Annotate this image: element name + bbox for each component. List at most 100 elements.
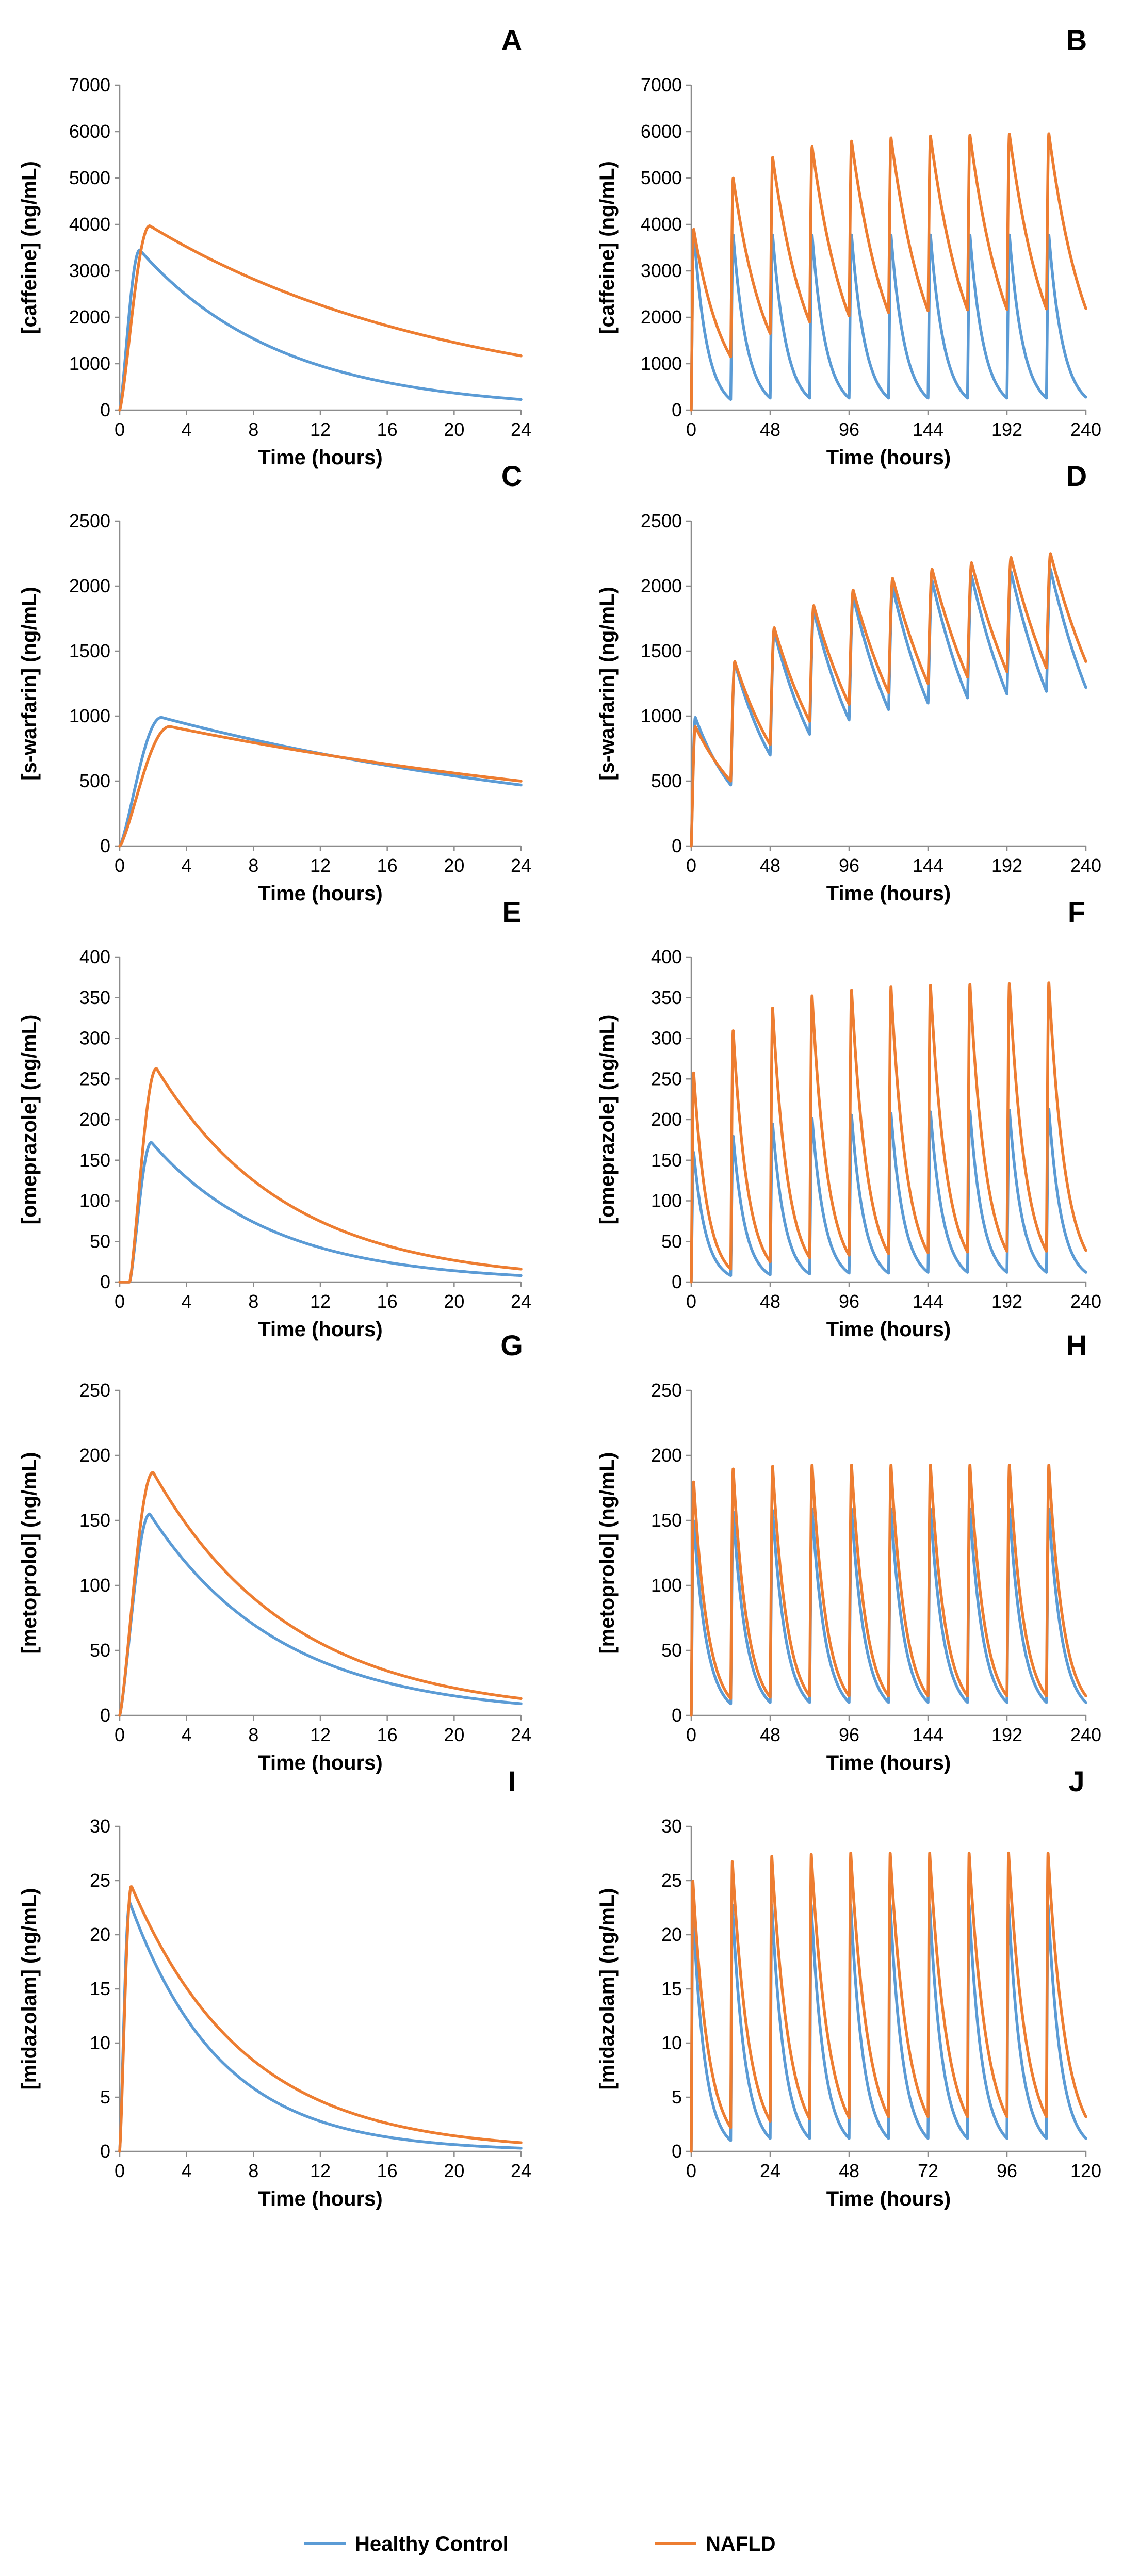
x-axis-title: Time (hours) <box>826 446 951 469</box>
x-tick-label: 16 <box>377 1724 398 1745</box>
y-tick-label: 50 <box>661 1230 682 1252</box>
y-tick-label: 2500 <box>641 510 682 531</box>
y-tick-label: 250 <box>651 1068 682 1089</box>
y-tick-label: 1000 <box>69 705 110 726</box>
x-tick-label: 8 <box>248 419 258 440</box>
panel-b: B 0 1000 2000 3000 4000 5000 6000 7000 0 48 96 144 19… <box>596 24 1101 469</box>
y-tick-label: 100 <box>79 1190 110 1211</box>
y-axis-title: [omeprazole] (ng/mL) <box>18 1015 41 1225</box>
y-tick-label: 2000 <box>69 575 110 596</box>
x-axis-title: Time (hours) <box>258 446 383 469</box>
y-axis-title: [metoprolol] (ng/mL) <box>596 1452 619 1654</box>
x-tick-label: 48 <box>760 1291 780 1312</box>
y-axis-title: [s-warfarin] (ng/mL) <box>596 587 619 781</box>
series-line-nafld <box>118 725 523 848</box>
y-tick-label: 0 <box>100 2141 110 2162</box>
y-tick-label: 5 <box>100 2086 110 2108</box>
x-tick-label: 0 <box>115 2160 125 2181</box>
series-line-healthy-control <box>118 248 523 412</box>
x-tick-label: 96 <box>839 419 859 440</box>
series-line-nafld <box>118 1471 523 1717</box>
panel-letter: H <box>1066 1329 1087 1362</box>
y-tick-label: 350 <box>651 987 682 1008</box>
y-tick-label: 500 <box>651 770 682 791</box>
x-tick-label: 240 <box>1070 1724 1101 1745</box>
series-line-healthy-control <box>690 1108 1087 1284</box>
y-tick-label: 200 <box>79 1109 110 1130</box>
x-tick-label: 4 <box>182 1724 192 1745</box>
y-tick-label: 20 <box>661 1924 682 1945</box>
y-tick-label: 250 <box>651 1380 682 1401</box>
x-tick-label: 0 <box>115 419 125 440</box>
x-axis-title: Time (hours) <box>258 1318 383 1341</box>
x-tick-label: 20 <box>444 855 464 876</box>
panel-h: H 0 50 100 150 200 250 0 48 96 144 192 240 Time (hour… <box>596 1329 1101 1774</box>
y-tick-label: 2000 <box>641 306 682 328</box>
panel-letter: A <box>501 24 522 56</box>
series-line-healthy-control <box>690 228 1087 412</box>
x-tick-label: 24 <box>760 2160 780 2181</box>
y-tick-label: 2000 <box>641 575 682 596</box>
x-tick-label: 192 <box>991 1724 1022 1745</box>
legend: Healthy Control NAFLD <box>304 2533 776 2555</box>
y-axis-title: [caffeine] (ng/mL) <box>18 161 41 334</box>
x-tick-label: 240 <box>1070 855 1101 876</box>
y-tick-label: 150 <box>651 1510 682 1531</box>
y-tick-label: 400 <box>651 946 682 967</box>
x-tick-label: 4 <box>182 1291 192 1312</box>
y-tick-label: 0 <box>100 1705 110 1726</box>
panel-i: I 0 5 10 15 20 25 30 0 4 8 12 16 20 24 Time (hours) [mid… <box>18 1765 531 2210</box>
y-tick-label: 150 <box>79 1149 110 1171</box>
x-tick-label: 16 <box>377 2160 398 2181</box>
y-tick-label: 250 <box>79 1068 110 1089</box>
x-tick-label: 192 <box>991 855 1022 876</box>
x-tick-label: 12 <box>310 1291 331 1312</box>
x-tick-label: 12 <box>310 419 331 440</box>
y-tick-label: 50 <box>90 1640 110 1661</box>
y-tick-label: 1500 <box>69 640 110 661</box>
y-tick-label: 300 <box>79 1028 110 1049</box>
x-tick-label: 0 <box>686 1724 696 1745</box>
y-tick-label: 5000 <box>69 167 110 188</box>
x-tick-label: 4 <box>182 855 192 876</box>
x-tick-label: 144 <box>913 419 943 440</box>
y-tick-label: 100 <box>79 1575 110 1596</box>
x-tick-label: 0 <box>686 855 696 876</box>
y-tick-label: 5 <box>672 2086 682 2108</box>
y-tick-label: 200 <box>651 1445 682 1466</box>
legend-label-healthy-control: Healthy Control <box>355 2533 509 2555</box>
panel-letter: F <box>1068 896 1085 928</box>
series-line-healthy-control <box>690 568 1087 848</box>
x-tick-label: 144 <box>913 855 943 876</box>
x-tick-label: 0 <box>686 419 696 440</box>
y-tick-label: 1500 <box>641 640 682 661</box>
panel-j: J 0 5 10 15 20 25 30 0 24 48 72 96 120 Time (hours) [mi… <box>596 1765 1101 2210</box>
x-tick-label: 0 <box>115 1724 125 1745</box>
y-tick-label: 100 <box>651 1190 682 1211</box>
y-tick-label: 300 <box>651 1028 682 1049</box>
y-tick-label: 7000 <box>641 74 682 95</box>
panel-letter: D <box>1066 460 1087 492</box>
series-line-nafld <box>690 132 1087 412</box>
x-tick-label: 8 <box>248 1291 258 1312</box>
x-tick-label: 192 <box>991 1291 1022 1312</box>
x-tick-label: 20 <box>444 1291 464 1312</box>
x-tick-label: 192 <box>991 419 1022 440</box>
panel-letter: C <box>501 460 522 492</box>
panel-letter: G <box>500 1329 523 1362</box>
x-tick-label: 0 <box>686 2160 696 2181</box>
x-tick-label: 24 <box>511 2160 531 2181</box>
y-tick-label: 3000 <box>641 260 682 281</box>
x-tick-label: 48 <box>760 1724 780 1745</box>
x-tick-label: 16 <box>377 1291 398 1312</box>
x-tick-label: 12 <box>310 855 331 876</box>
y-tick-label: 0 <box>672 2141 682 2162</box>
panel-letter: B <box>1066 24 1087 56</box>
x-tick-label: 48 <box>760 855 780 876</box>
panel-a: A 0 1000 2000 3000 4000 5000 6000 7000 0 4 8 12 16 20 2… <box>18 24 531 469</box>
y-tick-label: 50 <box>661 1640 682 1661</box>
series-line-nafld <box>690 552 1087 848</box>
x-axis-title: Time (hours) <box>826 1318 951 1341</box>
x-tick-label: 24 <box>511 855 531 876</box>
